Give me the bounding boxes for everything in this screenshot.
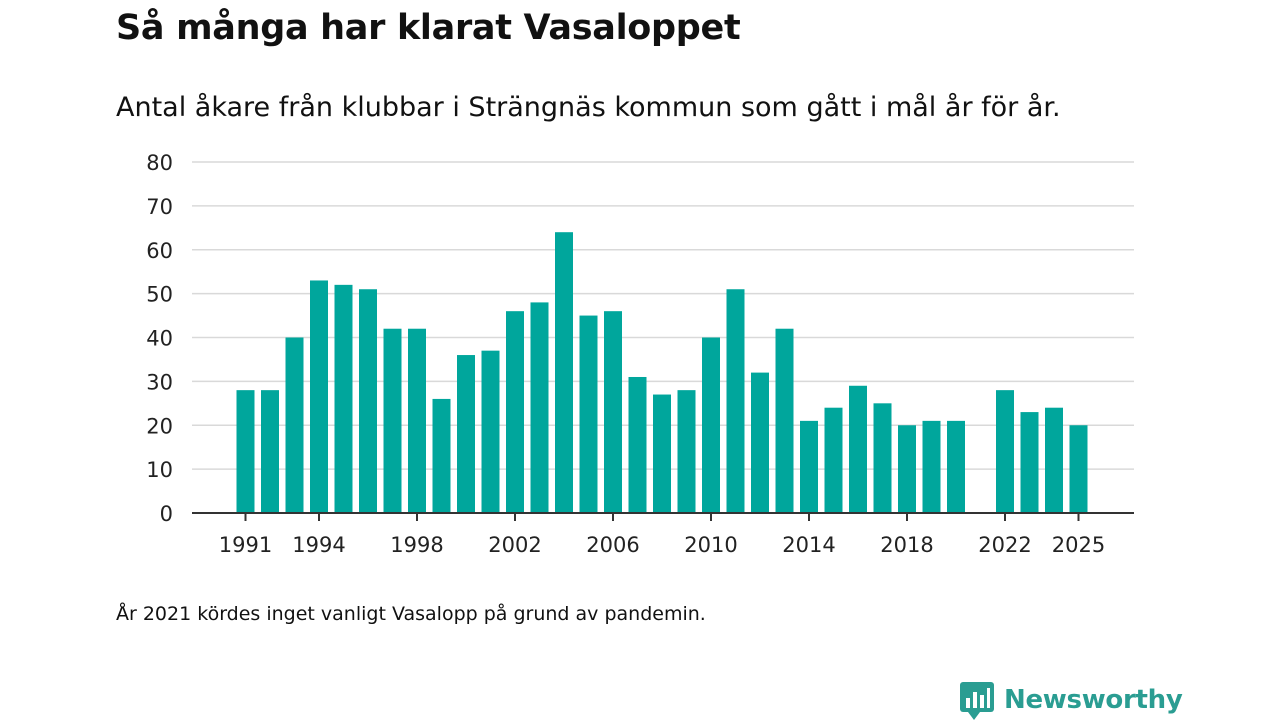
bar-1994[interactable] <box>310 280 328 513</box>
x-tick-label: 2014 <box>782 533 835 557</box>
bar-2023[interactable] <box>1020 412 1039 513</box>
x-tick-label: 2018 <box>880 533 933 557</box>
y-tick-label: 0 <box>160 502 173 526</box>
bar-2025[interactable] <box>1069 425 1088 513</box>
chart-title: Så många har klarat Vasaloppet <box>116 8 741 48</box>
x-tick-label: 1998 <box>390 533 443 557</box>
bar-2015[interactable] <box>824 407 843 513</box>
bar-1993[interactable] <box>285 337 304 514</box>
x-tick-label: 2025 <box>1052 533 1105 557</box>
bar-2002[interactable] <box>506 311 524 513</box>
y-tick-label: 70 <box>146 195 173 219</box>
bar-chart: 0 10 20 30 40 50 60 70 80 1991 1994 1998 2002 2006 201… <box>146 151 1134 557</box>
x-tick-label: 1991 <box>219 533 272 557</box>
chart-subtitle: Antal åkare från klubbar i Strängnäs kom… <box>116 92 1061 123</box>
y-tick-label: 40 <box>146 327 173 351</box>
newsworthy-logo-icon <box>960 682 994 720</box>
bar-2024[interactable] <box>1045 407 1063 513</box>
bar-1998[interactable] <box>408 328 426 513</box>
bars <box>236 232 1088 514</box>
y-tick-label: 30 <box>146 370 173 394</box>
bar-2016[interactable] <box>849 385 867 513</box>
bar-2004[interactable] <box>555 232 573 513</box>
bar-1991[interactable] <box>236 390 255 513</box>
brand-logo[interactable]: Newsworthy <box>960 680 1183 720</box>
y-tick-label: 80 <box>146 151 173 175</box>
bar-2012[interactable] <box>751 372 769 513</box>
bar-2007[interactable] <box>628 376 647 513</box>
x-tick-label: 2006 <box>586 533 639 557</box>
bar-1992[interactable] <box>261 390 279 513</box>
bar-2014[interactable] <box>800 420 818 513</box>
bar-2009[interactable] <box>677 390 696 513</box>
y-tick-label: 60 <box>146 239 173 263</box>
bar-2010[interactable] <box>702 337 720 514</box>
bar-2019[interactable] <box>922 420 941 513</box>
bar-2020[interactable] <box>947 420 965 513</box>
axes <box>192 512 1134 521</box>
bar-1996[interactable] <box>359 289 377 513</box>
bar-2005[interactable] <box>579 315 598 513</box>
y-tick-label: 10 <box>146 458 173 482</box>
footnote: År 2021 kördes inget vanligt Vasalopp på… <box>116 603 706 625</box>
bar-2017[interactable] <box>873 403 892 513</box>
bar-2006[interactable] <box>604 311 622 513</box>
bar-2013[interactable] <box>775 328 794 513</box>
brand-name: Newsworthy <box>1004 685 1183 715</box>
bar-1995[interactable] <box>334 284 353 513</box>
y-tick-label: 50 <box>146 283 173 307</box>
x-tick-label: 2002 <box>488 533 541 557</box>
bar-1997[interactable] <box>383 328 402 513</box>
x-tick-label: 2022 <box>978 533 1031 557</box>
bar-2022[interactable] <box>996 390 1014 513</box>
bar-2011[interactable] <box>726 289 745 513</box>
x-tick-label: 1994 <box>292 533 345 557</box>
bar-2018[interactable] <box>898 425 916 513</box>
bar-2008[interactable] <box>653 394 671 513</box>
y-tick-label: 20 <box>146 414 173 438</box>
x-tick-label: 2010 <box>684 533 737 557</box>
bar-2003[interactable] <box>530 302 549 513</box>
bar-2001[interactable] <box>481 350 500 513</box>
bar-1999[interactable] <box>432 398 451 513</box>
bar-2000[interactable] <box>457 355 475 513</box>
tick-labels: 0 10 20 30 40 50 60 70 80 1991 1994 1998 2002 2006 201… <box>146 151 1105 557</box>
